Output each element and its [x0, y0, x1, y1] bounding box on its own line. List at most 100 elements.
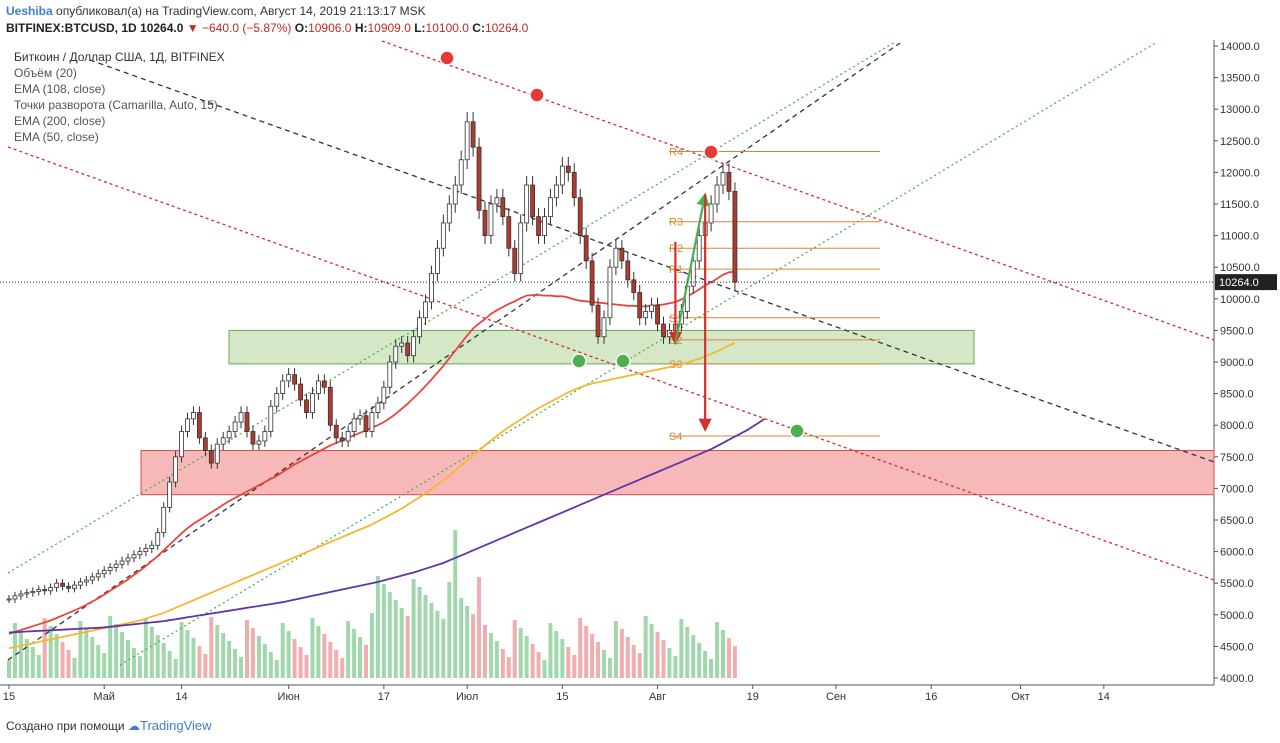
buy-marker-icon: [571, 353, 587, 369]
candle-body: [95, 573, 101, 578]
candle-body: [220, 437, 226, 445]
resistance-zone: [140, 449, 1215, 496]
close-value: 10264.0: [484, 21, 529, 35]
volume-bar: [441, 619, 446, 678]
candle-body: [250, 431, 256, 445]
volume-bar: [709, 659, 714, 678]
volume-bar: [560, 639, 565, 678]
pivot-label: R4: [669, 147, 683, 159]
volume-bar: [233, 649, 238, 678]
y-tick-label: 5000.0: [1220, 610, 1254, 622]
volume-bar: [149, 627, 154, 678]
volume-bar: [120, 632, 125, 678]
volume-bar: [239, 657, 244, 678]
volume-bar: [500, 649, 505, 678]
candle-body: [101, 570, 107, 575]
volume-bar: [423, 595, 428, 678]
volume-bar: [126, 640, 130, 678]
candle-body: [375, 402, 381, 413]
pivot-label: R3: [669, 217, 683, 229]
tradingview-logo-icon: ☁: [127, 719, 140, 733]
volume-bar: [286, 631, 291, 678]
x-tick-label: 16: [925, 691, 937, 703]
legend-pivots: Точки разворота (Camarilla, Auto, 15): [14, 98, 218, 112]
volume-bar: [30, 647, 35, 678]
volume-bar: [494, 641, 499, 678]
candle-body: [732, 190, 738, 283]
legend-volume: Объём (20): [14, 66, 77, 80]
candle-body: [173, 456, 179, 483]
volume-bar: [506, 657, 511, 678]
volume-bar: [667, 648, 672, 678]
volume-bar: [375, 576, 380, 678]
y-tick-label: 9000.0: [1220, 357, 1254, 369]
volume-bar: [429, 603, 434, 678]
candle-body: [607, 266, 613, 319]
channel-line-green-2: [119, 41, 1158, 666]
volume-bar: [298, 647, 303, 678]
y-tick-label: 12500.0: [1220, 136, 1260, 148]
candle-body: [292, 374, 298, 385]
candle-body: [244, 412, 250, 432]
candle-body: [512, 247, 518, 274]
volume-bar: [173, 659, 178, 678]
candle-body: [107, 567, 113, 571]
volume-bar: [607, 658, 612, 678]
legend-ema108: EMA (108, close): [14, 82, 106, 96]
volume-bar: [72, 658, 77, 678]
candle-body: [161, 506, 167, 534]
last-price-label: 10264.0: [1219, 277, 1259, 289]
author-name[interactable]: Ueshiba: [6, 4, 53, 18]
candle-body: [458, 159, 464, 186]
candle-body: [613, 247, 619, 268]
candle-body: [191, 412, 196, 420]
volume-bar: [661, 640, 666, 678]
candle-body: [577, 197, 583, 236]
volume-bar: [602, 650, 606, 678]
candle-body: [208, 450, 214, 464]
volume-bar: [42, 618, 47, 678]
volume-bar: [191, 638, 196, 678]
legend-ema50: EMA (50, close): [14, 130, 99, 144]
candle-body: [333, 424, 339, 439]
candle-body: [619, 247, 625, 262]
volume-bar: [512, 620, 517, 678]
volume-bar: [12, 623, 17, 678]
x-tick-label: Май: [93, 691, 115, 703]
x-tick-label: 14: [175, 691, 187, 703]
resistance-trendline-red: [381, 40, 1215, 341]
volume-bar: [405, 616, 410, 678]
candle-body: [238, 412, 244, 423]
volume-bar: [536, 652, 541, 678]
candle-body: [78, 581, 83, 586]
volume-bar: [578, 618, 583, 678]
candle-body: [720, 171, 726, 186]
candle-body: [518, 222, 524, 274]
volume-bar: [161, 643, 166, 678]
candle-body: [595, 304, 601, 338]
tradingview-brand[interactable]: TradingView: [139, 718, 212, 733]
volume-bar: [697, 643, 702, 678]
candle-body: [119, 560, 125, 565]
candle-body: [179, 431, 184, 458]
volume-bar: [417, 587, 422, 678]
volume-bar: [732, 646, 737, 678]
volume-bar: [54, 634, 59, 678]
x-tick-label: Сен: [826, 691, 846, 703]
candle-body: [554, 184, 559, 199]
candle-body: [125, 557, 131, 562]
candle-body: [631, 279, 637, 293]
candle-body: [167, 481, 173, 508]
candle-body: [12, 595, 18, 600]
volume-bar: [250, 628, 255, 678]
sell-marker-icon: [529, 87, 545, 103]
y-tick-label: 10000.0: [1220, 294, 1260, 306]
candle-body: [494, 197, 500, 205]
volume-bar: [691, 635, 696, 678]
x-tick-label: Июн: [278, 691, 300, 703]
candle-body: [315, 380, 321, 394]
volume-bar: [364, 645, 368, 678]
volume-bar: [643, 616, 648, 678]
volume-bar: [596, 642, 601, 678]
